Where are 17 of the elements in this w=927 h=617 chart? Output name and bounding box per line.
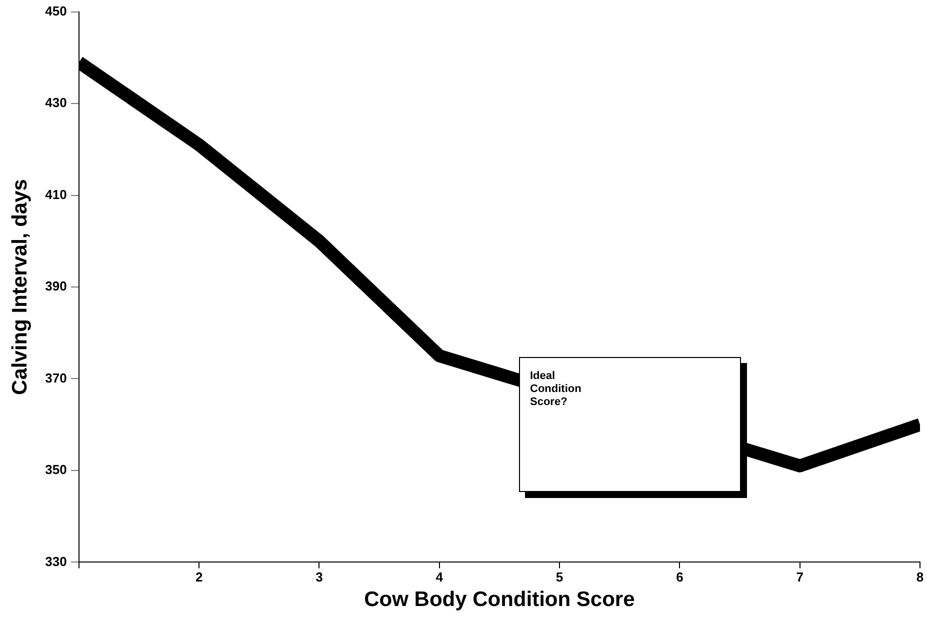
y-tick-label: 330 xyxy=(45,554,67,569)
x-tick-label: 4 xyxy=(436,570,444,585)
x-tick-label: 2 xyxy=(195,570,203,585)
y-axis-title: Calving Interval, days xyxy=(8,179,32,395)
y-tick-label: 450 xyxy=(45,3,67,18)
y-tick-label: 430 xyxy=(45,95,67,110)
y-tick-label: 410 xyxy=(45,186,67,202)
annotation: Ideal Condition Score? xyxy=(530,370,582,409)
y-tick-label: 350 xyxy=(45,462,67,478)
y-tick-label: 390 xyxy=(45,278,67,294)
x-axis-title: Cow Body Condition Score xyxy=(364,588,635,612)
x-tick-label: 8 xyxy=(916,570,924,585)
x-tick-label: 6 xyxy=(676,570,684,585)
x-tick-label: 7 xyxy=(796,570,804,585)
x-tick-label: 5 xyxy=(556,570,564,585)
x-tick-label: 3 xyxy=(316,570,323,585)
y-tick-label: 370 xyxy=(45,370,67,386)
